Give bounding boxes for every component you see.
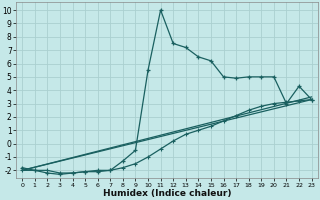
X-axis label: Humidex (Indice chaleur): Humidex (Indice chaleur)	[103, 189, 231, 198]
